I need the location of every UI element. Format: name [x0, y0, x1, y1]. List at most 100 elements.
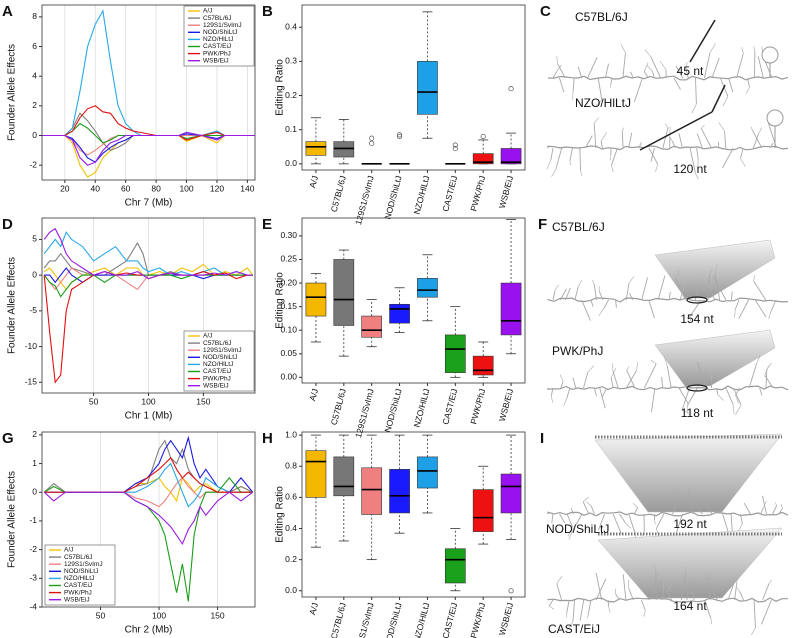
- rna-stem: [587, 599, 592, 616]
- rna-branch: [735, 394, 739, 404]
- legend-box: [44, 544, 116, 606]
- rna-stem: [689, 581, 695, 601]
- x-tick-label: C57BL/6J: [329, 175, 348, 214]
- rna-stem: [572, 377, 577, 389]
- rna-branch: [667, 583, 673, 592]
- rna-branch: [632, 502, 638, 508]
- rna-stem: [640, 599, 646, 611]
- rna-stem: [712, 275, 727, 301]
- rna-backbone: [547, 297, 789, 303]
- series-line: [42, 134, 255, 156]
- rna-branch: [709, 370, 712, 379]
- rna-branch: [643, 62, 649, 72]
- rna-stem: [629, 293, 634, 301]
- rna-stem: [662, 127, 669, 149]
- y-axis-label: Editing Ratio: [275, 59, 286, 116]
- rna-branch: [750, 126, 753, 131]
- rna-stem: [739, 591, 744, 601]
- rna-stem: [590, 505, 595, 515]
- rna-stem: [759, 387, 763, 396]
- rna-branch: [768, 311, 772, 319]
- rna-stem: [590, 299, 594, 307]
- panel-letter: E: [262, 216, 272, 233]
- y-tick-label: 8: [32, 11, 37, 21]
- rna-stem: [555, 147, 563, 169]
- rna-wedge: [594, 433, 783, 513]
- rna-branch: [714, 264, 718, 274]
- rna-backbone: [547, 597, 788, 603]
- legend-label: WSB/EiJ: [203, 382, 229, 389]
- rna-stem: [740, 147, 744, 159]
- legend-label: PWK/PhJ: [203, 375, 231, 382]
- rna-stem: [696, 147, 699, 160]
- rna-stem: [778, 508, 783, 515]
- rna-stem: [770, 299, 777, 312]
- rna-stem: [628, 513, 636, 535]
- rna-branch: [556, 56, 559, 65]
- rna-stem: [610, 377, 614, 389]
- rna-branch: [550, 395, 554, 403]
- rna-stem: [622, 52, 626, 79]
- series-line: [42, 131, 255, 166]
- x-tick-label: 50: [89, 396, 99, 406]
- rna-stem: [714, 273, 721, 301]
- box: [389, 303, 410, 324]
- rna-branch: [701, 124, 705, 129]
- rna-branch: [587, 365, 595, 373]
- rna-stem: [754, 299, 767, 318]
- x-axis-label: Chr 2 (Mb): [125, 625, 173, 636]
- rna-stem: [583, 372, 589, 389]
- rna-branch: [695, 172, 699, 180]
- series-line: [44, 435, 254, 493]
- rna-branch: [689, 317, 692, 322]
- y-tick-label: 1.0: [285, 429, 297, 439]
- y-tick-label: 0.2: [285, 90, 297, 100]
- rna-stem: [558, 77, 565, 93]
- panel-letter: G: [2, 430, 14, 447]
- rna-stem: [612, 370, 619, 389]
- legend-label: 129S1/SvImJ: [64, 561, 103, 568]
- rna-stem: [690, 495, 703, 515]
- y-tick-label: 0.1: [285, 124, 297, 134]
- y-tick-label: 4: [32, 70, 37, 80]
- legend-label: NOD/ShiLtJ: [203, 354, 237, 361]
- rna-branch: [659, 61, 667, 70]
- rna-stem: [738, 299, 750, 320]
- rna-branch: [654, 519, 656, 525]
- legend-label: 129S1/SvImJ: [203, 347, 242, 354]
- rna-stem: [752, 130, 763, 149]
- box: [472, 489, 494, 532]
- y-tick-label: 0.20: [280, 277, 297, 287]
- rna-branch: [620, 44, 626, 54]
- rna-branch: [710, 617, 713, 625]
- rna-branch: [563, 398, 567, 407]
- x-tick-label: A/J: [307, 175, 320, 189]
- x-tick-label: NZO/HlLtJ: [412, 602, 432, 638]
- rna-stem: [772, 505, 778, 515]
- legend-label: NZO/HlLtJ: [64, 575, 94, 582]
- x-tick-label: 100: [152, 610, 166, 620]
- rna-stem: [695, 77, 697, 104]
- x-tick-label: 150: [210, 610, 224, 620]
- rna-branch: [582, 496, 590, 502]
- y-tick-label: -5: [29, 305, 37, 315]
- legend-label: 129S1/SvImJ: [203, 22, 242, 29]
- box: [333, 456, 355, 497]
- y-tick-label: 6: [32, 41, 37, 51]
- series-line: [43, 227, 253, 280]
- rna-stem: [685, 68, 689, 79]
- rna-branch: [732, 404, 735, 415]
- x-tick-label: PWK/PhJ: [468, 388, 487, 426]
- y-tick-label: 0.00: [280, 372, 297, 382]
- rna-stem: [651, 387, 656, 412]
- rna-stem: [705, 577, 718, 601]
- box: [500, 148, 522, 165]
- rna-stem: [661, 590, 665, 601]
- x-tick-label: 120: [210, 183, 224, 193]
- rna-branch: [593, 117, 600, 124]
- y-tick-label: 0.0: [285, 158, 297, 168]
- legend-label: A/J: [64, 547, 73, 554]
- series-line: [42, 9, 255, 137]
- rna-branch: [704, 576, 709, 583]
